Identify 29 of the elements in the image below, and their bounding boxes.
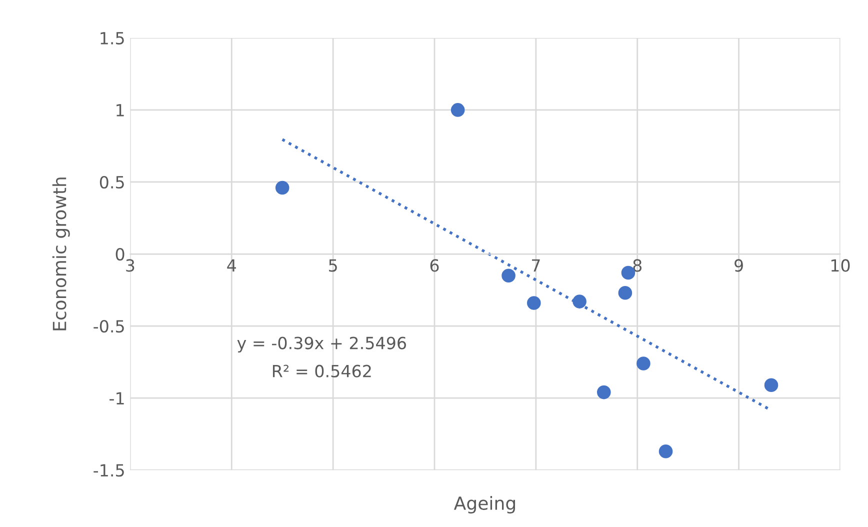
point [275, 180, 290, 195]
x-tick-label: 6 [430, 259, 439, 272]
x-tick-label: 10 [831, 259, 850, 272]
point [596, 385, 611, 400]
x-tick-label: 3 [126, 259, 134, 272]
point [658, 444, 673, 458]
x-tick-label: 4 [227, 259, 236, 272]
x-tick-label: 7 [532, 259, 540, 272]
annotation: y = -0.39x + 2.5496 [237, 336, 406, 353]
point [618, 286, 632, 300]
point [526, 296, 541, 310]
y-tick-label: 0.5 [100, 176, 124, 189]
annotation: R² = 0.5462 [272, 364, 371, 378]
point [572, 294, 586, 308]
y-tick-label: -0.5 [94, 320, 124, 333]
y-tick-label: -1.5 [94, 464, 124, 477]
x-tick-label: 9 [734, 259, 743, 272]
y-tick-label: 1.5 [100, 32, 124, 45]
y-tick-label: -1 [110, 392, 124, 404]
point [450, 103, 465, 117]
x-axis-title: Ageing [454, 496, 515, 514]
y-tick-label: 0 [116, 248, 124, 261]
y-axis-title: Economic growth [52, 178, 70, 330]
point [502, 268, 516, 283]
y-tick-label: 1 [116, 104, 124, 116]
point [636, 356, 650, 370]
point [764, 378, 778, 392]
x-tick-label: 5 [329, 259, 337, 272]
x-tick-label: 8 [633, 259, 642, 272]
